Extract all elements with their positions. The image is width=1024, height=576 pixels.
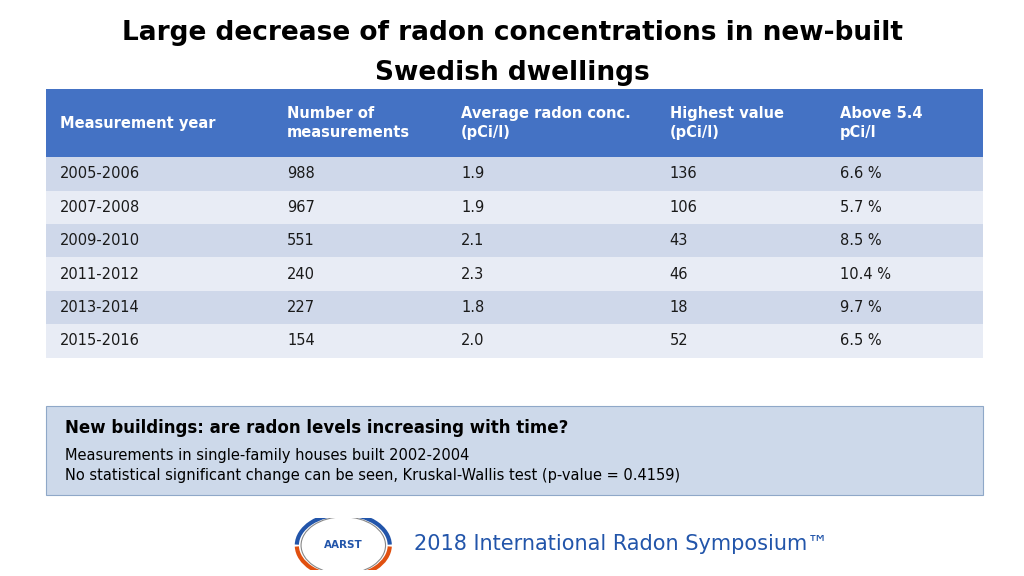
Text: Large decrease of radon concentrations in new-built: Large decrease of radon concentrations i… [122,20,902,46]
Text: 46: 46 [670,267,688,282]
Text: 967: 967 [287,200,314,215]
Text: 2018 International Radon Symposium™: 2018 International Radon Symposium™ [414,535,827,554]
Text: 988: 988 [287,166,314,181]
Text: 2007-2008: 2007-2008 [60,200,140,215]
Text: 2005-2006: 2005-2006 [60,166,140,181]
Text: 9.7 %: 9.7 % [840,300,882,315]
Text: No statistical significant change can be seen, Kruskal-Wallis test (p-value = 0.: No statistical significant change can be… [65,468,680,483]
Text: 154: 154 [287,334,314,348]
Text: 6.6 %: 6.6 % [840,166,882,181]
Text: 2.1: 2.1 [461,233,484,248]
Text: 551: 551 [287,233,314,248]
Text: 2013-2014: 2013-2014 [60,300,139,315]
Text: 1.8: 1.8 [461,300,484,315]
Text: Swedish dwellings: Swedish dwellings [375,60,649,86]
Text: 1.9: 1.9 [461,166,484,181]
Text: New buildings: are radon levels increasing with time?: New buildings: are radon levels increasi… [65,419,568,437]
Text: 5.7 %: 5.7 % [840,200,882,215]
Text: 2015-2016: 2015-2016 [60,334,140,348]
Text: 10.4 %: 10.4 % [840,267,891,282]
Text: 1.9: 1.9 [461,200,484,215]
Text: Average radon conc.
(pCi/l): Average radon conc. (pCi/l) [461,107,631,140]
Text: 2.0: 2.0 [461,334,484,348]
Text: Highest value
(pCi/l): Highest value (pCi/l) [670,107,783,140]
Text: Number of
measurements: Number of measurements [287,107,410,140]
Text: Measurements in single-family houses built 2002-2004: Measurements in single-family houses bui… [65,448,469,463]
Ellipse shape [301,517,385,574]
Text: 2011-2012: 2011-2012 [60,267,140,282]
Text: 136: 136 [670,166,697,181]
Text: 240: 240 [287,267,315,282]
Text: 52: 52 [670,334,688,348]
Text: 8.5 %: 8.5 % [840,233,882,248]
Text: AARST: AARST [324,540,362,550]
Text: Measurement year: Measurement year [60,116,215,131]
Text: 43: 43 [670,233,688,248]
Text: 106: 106 [670,200,697,215]
Text: Above 5.4
pCi/l: Above 5.4 pCi/l [840,107,923,140]
Text: 18: 18 [670,300,688,315]
Text: 2.3: 2.3 [461,267,484,282]
Text: 2009-2010: 2009-2010 [60,233,140,248]
Text: 227: 227 [287,300,315,315]
Text: 6.5 %: 6.5 % [840,334,882,348]
